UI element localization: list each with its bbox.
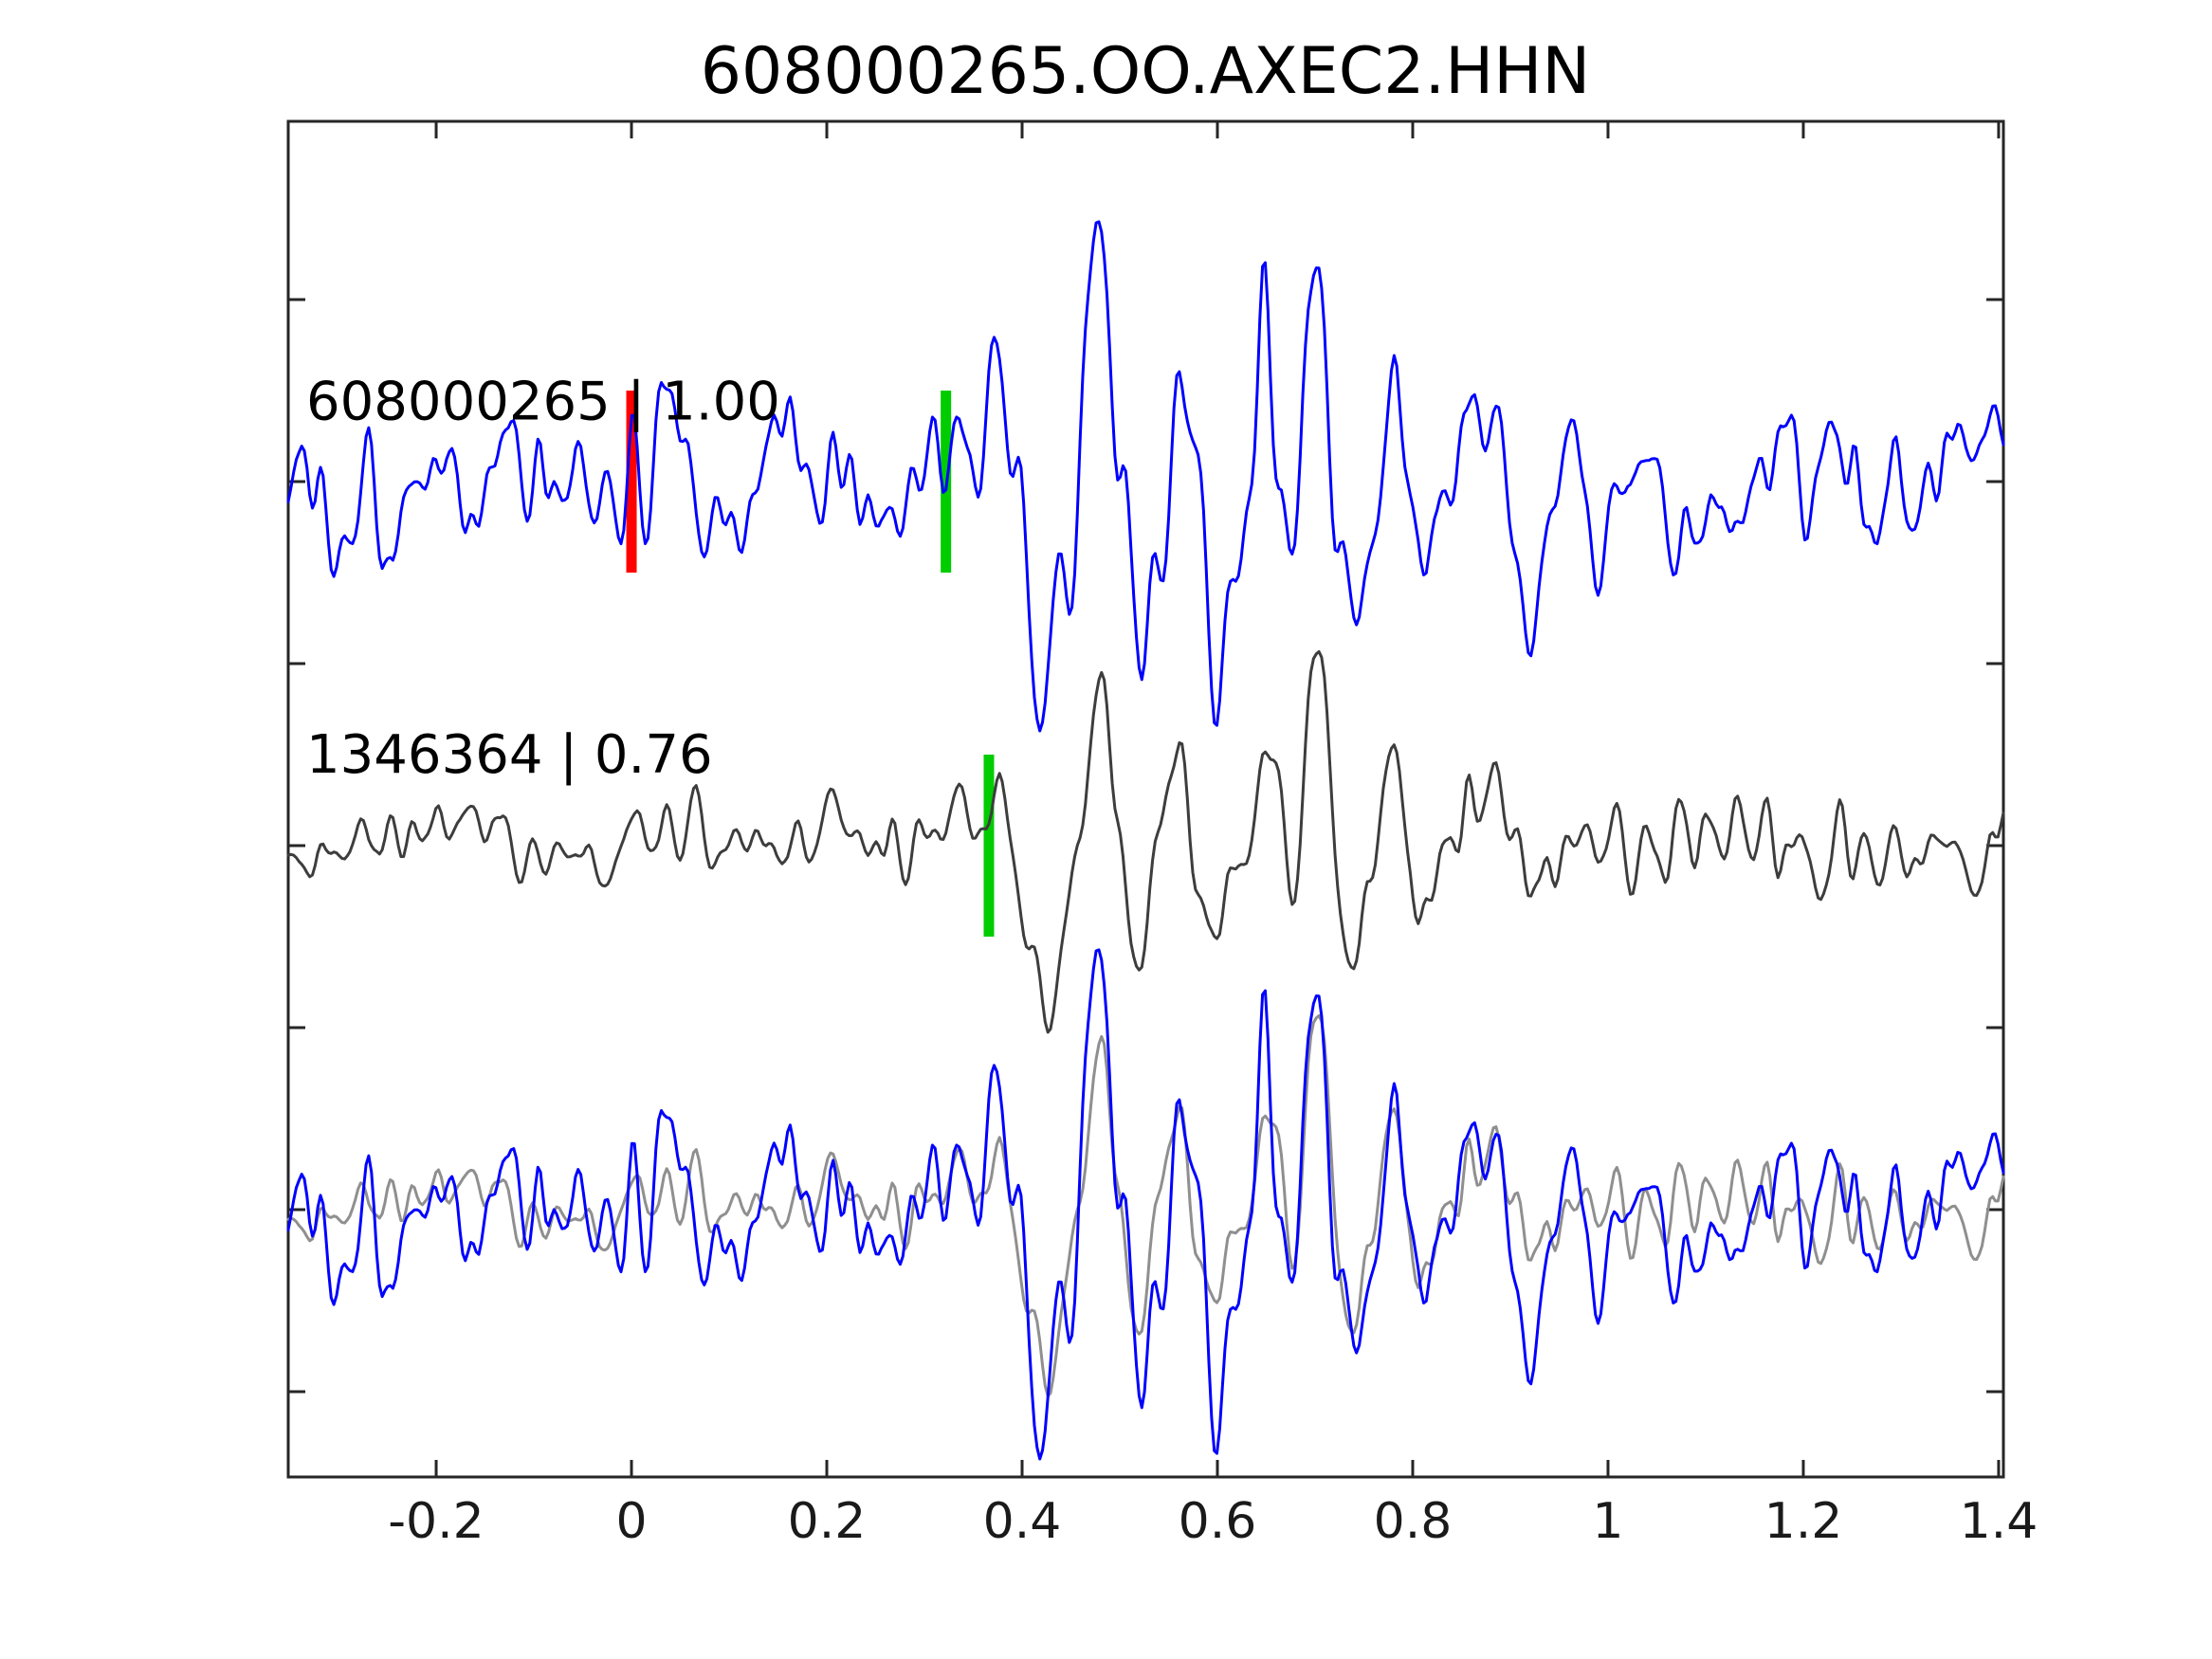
trace-label-608000265: 608000265 | 1.00	[306, 372, 780, 433]
x-tick-label: 0	[615, 1493, 647, 1550]
trace-detection	[286, 649, 2005, 1034]
x-tick-label: -0.2	[388, 1493, 484, 1550]
x-tick-label: 1	[1592, 1493, 1623, 1550]
overlay-template	[286, 948, 2005, 1461]
x-tick-label: 1.2	[1764, 1493, 1843, 1550]
chart-title: 608000265.OO.AXEC2.HHN	[701, 34, 1590, 109]
x-tick-label: 0.6	[1179, 1493, 1257, 1550]
x-tick-label: 0.2	[788, 1493, 867, 1550]
trace-label-1346364: 1346364 | 0.76	[306, 724, 713, 786]
x-tick-label: 0.4	[983, 1493, 1062, 1550]
x-tick-label: 1.4	[1960, 1493, 2038, 1550]
trace-template	[286, 220, 2005, 733]
overlay-detection	[286, 1013, 2005, 1398]
plot-area: -0.2 0 0.2 0.4 0.6 0.8 1 1.2 1.4 608000265 | 1.00…	[286, 119, 2038, 1550]
x-tick-label: 0.8	[1374, 1493, 1453, 1550]
axes-frame	[286, 119, 2005, 1479]
